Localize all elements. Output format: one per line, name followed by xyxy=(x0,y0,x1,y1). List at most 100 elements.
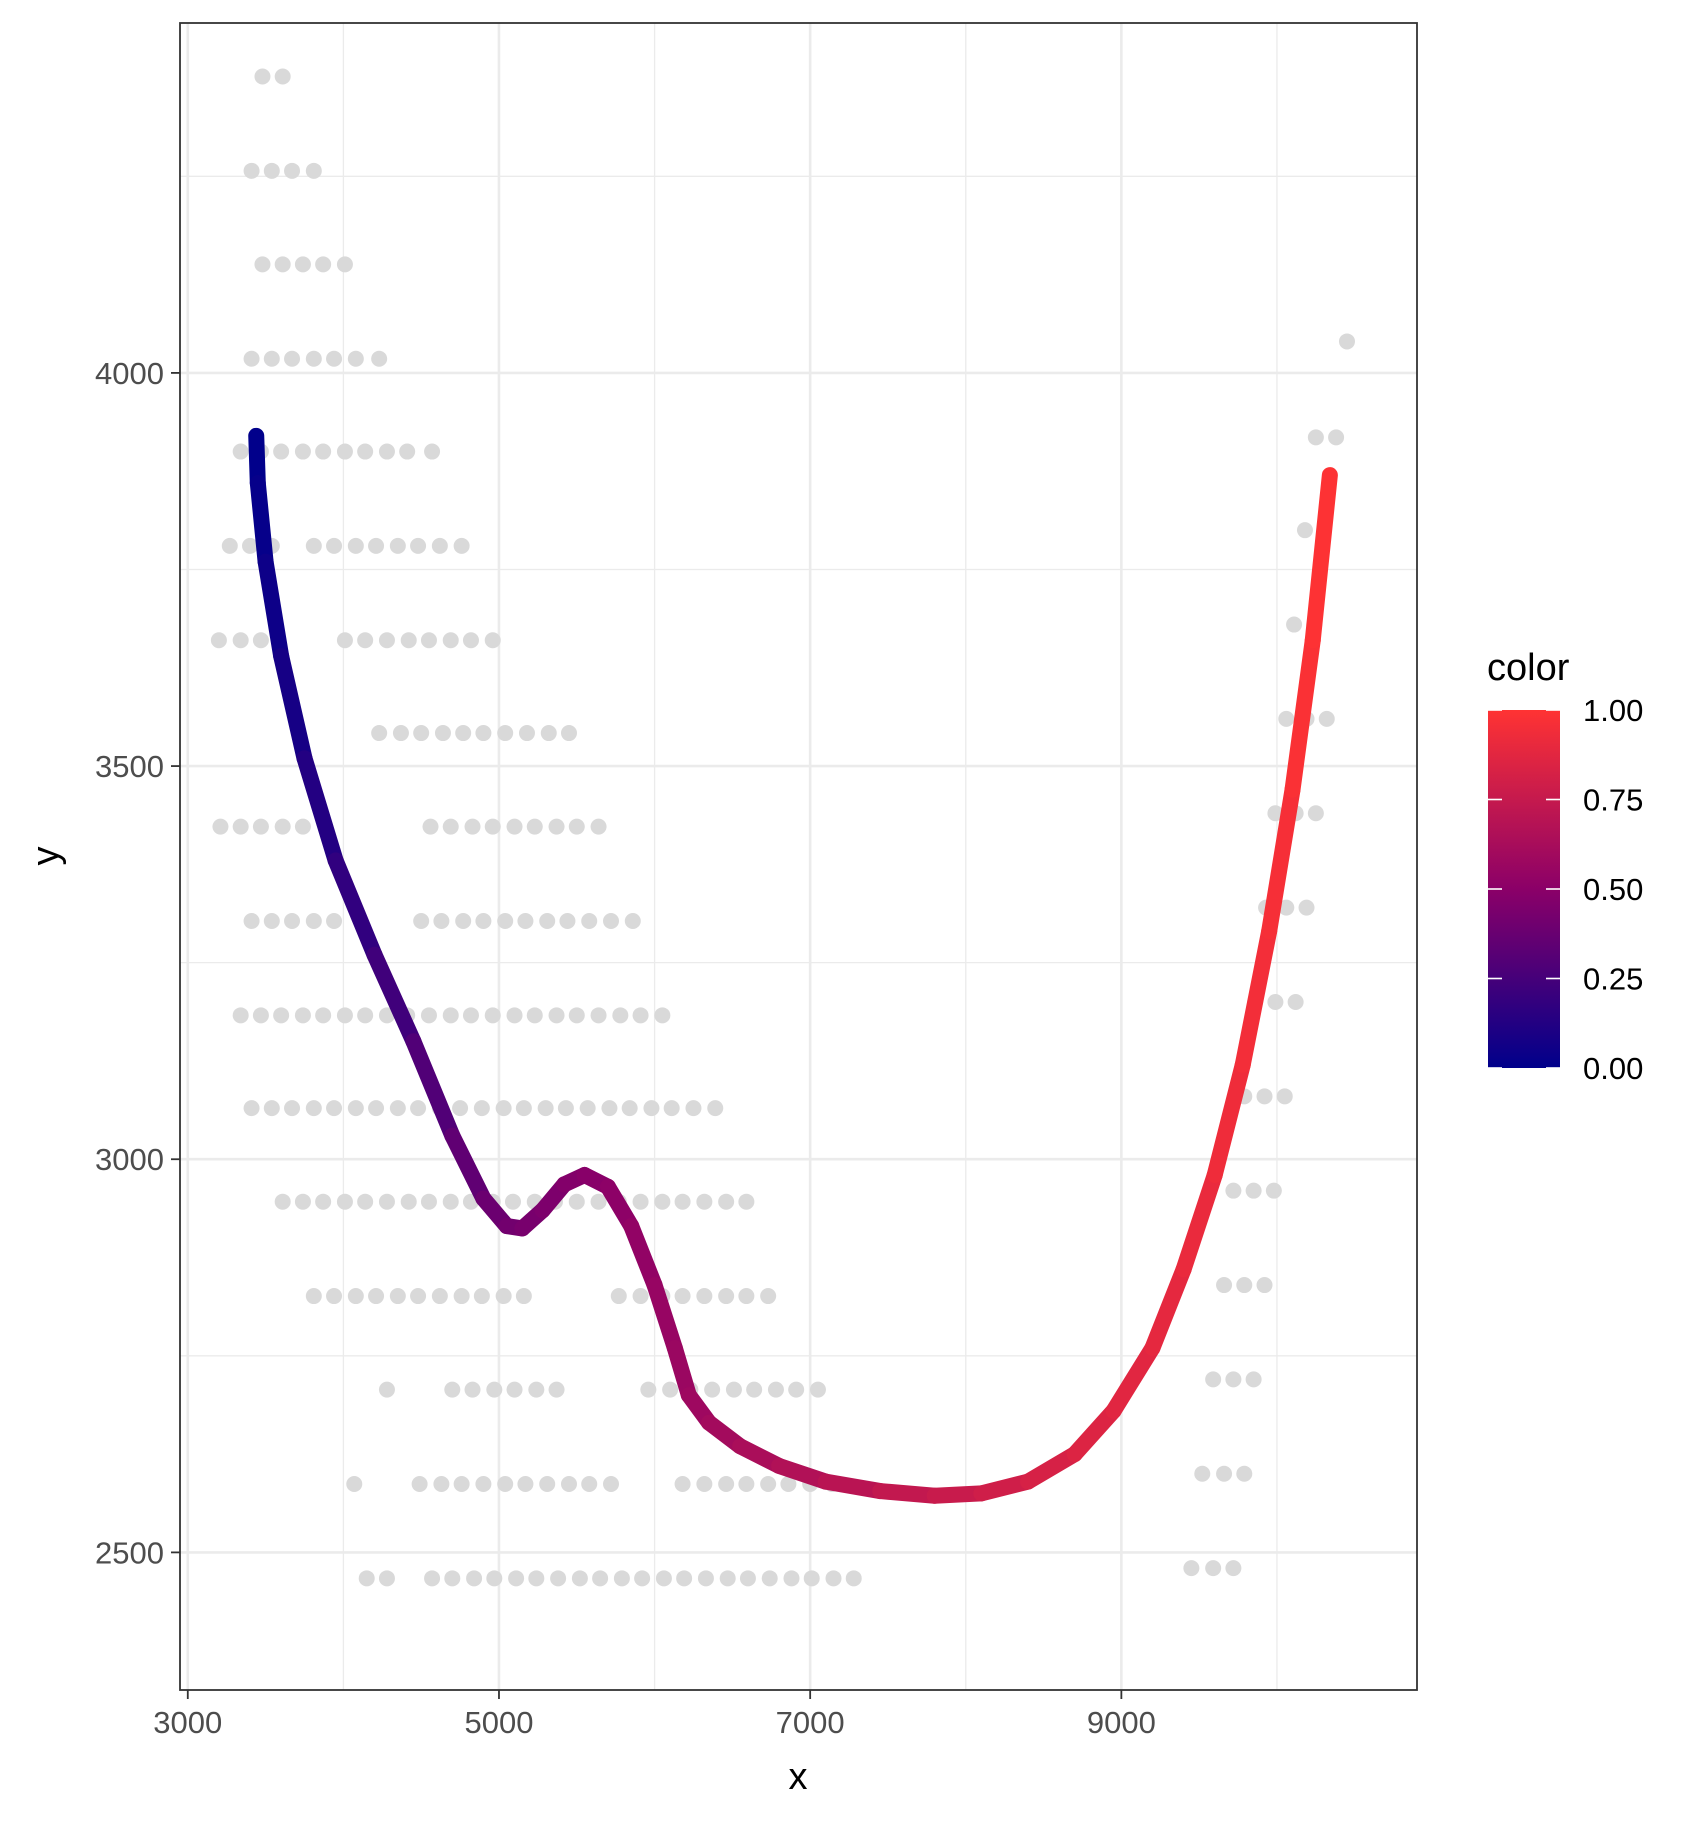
data-point xyxy=(358,1570,375,1587)
data-point xyxy=(1328,429,1345,446)
curve-segment xyxy=(257,553,290,664)
data-point xyxy=(422,818,439,835)
data-point xyxy=(274,68,291,85)
curve-segment xyxy=(1284,632,1321,798)
x-tick-label: 3000 xyxy=(153,1705,222,1740)
data-point xyxy=(1225,1371,1242,1388)
data-point xyxy=(739,1570,756,1587)
data-point xyxy=(788,1381,805,1398)
data-point xyxy=(674,1288,691,1305)
data-point xyxy=(368,537,385,554)
curve-segment xyxy=(1144,1261,1192,1356)
data-point xyxy=(326,912,343,929)
data-point xyxy=(389,1100,406,1117)
data-point xyxy=(475,912,492,929)
data-point xyxy=(484,818,501,835)
data-point xyxy=(252,818,269,835)
data-point xyxy=(517,1475,534,1492)
data-point xyxy=(654,1007,671,1024)
data-point xyxy=(508,1570,525,1587)
data-point xyxy=(1296,522,1313,539)
data-point xyxy=(466,1570,483,1587)
data-point xyxy=(486,1570,503,1587)
curve-segment xyxy=(1234,923,1278,1073)
data-point xyxy=(528,1570,545,1587)
data-point xyxy=(411,1475,428,1492)
data-point xyxy=(252,632,269,649)
data-point xyxy=(243,912,260,929)
data-point xyxy=(378,1381,395,1398)
data-point xyxy=(632,1007,649,1024)
data-point xyxy=(495,1288,512,1305)
data-point xyxy=(294,818,311,835)
data-point xyxy=(389,1288,406,1305)
data-point xyxy=(518,725,535,742)
curve-segment xyxy=(1206,1056,1251,1183)
data-point xyxy=(284,1100,301,1117)
data-point xyxy=(315,1007,332,1024)
data-point xyxy=(497,1475,514,1492)
data-point xyxy=(696,1288,713,1305)
data-point xyxy=(284,162,301,179)
data-point xyxy=(506,1007,523,1024)
data-point xyxy=(845,1570,862,1587)
data-point xyxy=(557,1100,574,1117)
trajectory-curve xyxy=(248,427,1338,1504)
data-point xyxy=(371,350,388,367)
data-point xyxy=(497,725,514,742)
curve-segment xyxy=(623,1218,663,1294)
data-point xyxy=(336,443,353,460)
panel-border xyxy=(179,22,1418,1691)
data-point xyxy=(1265,1182,1282,1199)
data-point xyxy=(294,1007,311,1024)
data-point xyxy=(528,1381,545,1398)
data-point xyxy=(515,1100,532,1117)
data-point xyxy=(1236,1465,1253,1482)
x-axis-title: x xyxy=(789,1756,808,1798)
data-point xyxy=(484,1007,501,1024)
data-point xyxy=(357,1193,374,1210)
data-point xyxy=(243,350,260,367)
data-point xyxy=(475,725,492,742)
data-point xyxy=(704,1381,721,1398)
data-point xyxy=(400,1193,417,1210)
data-point xyxy=(590,1007,607,1024)
legend-tick-label: 1.00 xyxy=(1583,693,1643,728)
data-point xyxy=(378,443,395,460)
data-point xyxy=(1245,1371,1262,1388)
data-point xyxy=(1225,1182,1242,1199)
curve-segment xyxy=(296,750,344,869)
data-point xyxy=(632,1288,649,1305)
data-point xyxy=(486,1381,503,1398)
data-point xyxy=(603,912,620,929)
data-point xyxy=(1338,333,1355,350)
curve-segment xyxy=(405,1033,461,1144)
data-point xyxy=(455,725,472,742)
data-point xyxy=(1286,616,1303,633)
background-points xyxy=(210,68,1355,1587)
data-point xyxy=(526,818,543,835)
data-point xyxy=(504,1193,521,1210)
data-point xyxy=(473,1100,490,1117)
data-point xyxy=(455,912,472,929)
data-point xyxy=(464,1381,481,1398)
data-point xyxy=(1287,993,1304,1010)
data-point xyxy=(400,632,417,649)
curve-segment xyxy=(973,1473,1037,1502)
data-point xyxy=(210,632,227,649)
data-point xyxy=(559,912,576,929)
data-point xyxy=(696,1193,713,1210)
data-point xyxy=(274,818,291,835)
data-point xyxy=(431,537,448,554)
data-point xyxy=(462,632,479,649)
data-point xyxy=(475,1475,492,1492)
data-point xyxy=(274,1193,291,1210)
data-point xyxy=(632,1193,649,1210)
data-point xyxy=(548,1007,565,1024)
legend-ticks: 0.00 0.25 0.50 0.75 1.00 xyxy=(1488,693,1643,1086)
data-point xyxy=(1205,1371,1222,1388)
data-point xyxy=(610,1288,627,1305)
data-point xyxy=(621,1100,638,1117)
data-point xyxy=(442,1007,459,1024)
curve-segment xyxy=(771,1457,834,1490)
